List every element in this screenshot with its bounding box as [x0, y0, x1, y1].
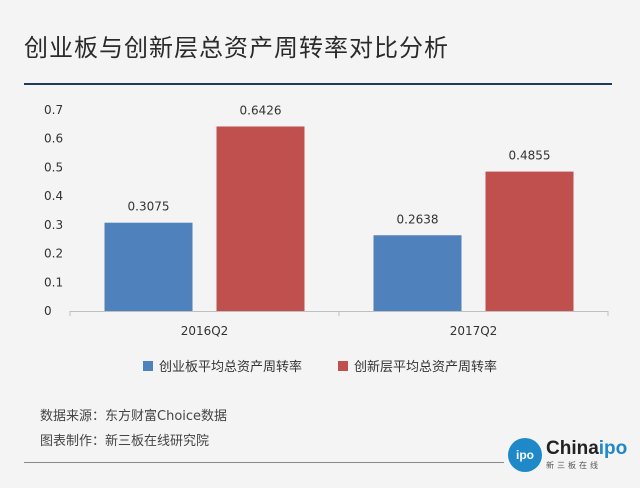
x-category-label: 2017Q2 [450, 324, 498, 338]
y-tick-label: 0.1 [44, 275, 63, 289]
producer-note: 图表制作：新三板在线研究院 [40, 434, 210, 449]
chinaipo-logo: ipo Chinaipo 新三板在线 [508, 436, 628, 476]
data-label: 0.2638 [397, 212, 439, 226]
data-source-note: 数据来源：东方财富Choice数据 [40, 409, 228, 424]
bar [373, 235, 462, 311]
bar [216, 126, 305, 312]
logo-name: Chinaipo [546, 438, 627, 460]
logo-name-suffix: ipo [598, 438, 628, 459]
legend-item-innovation: 创新层平均总资产周转率 [338, 356, 497, 375]
bar [485, 171, 574, 311]
y-tick-label: 0.6 [44, 132, 63, 146]
legend-swatch-innovation [338, 360, 348, 371]
legend-item-chinext: 创业板平均总资产周转率 [142, 356, 302, 375]
legend-swatch-chinext [142, 360, 153, 371]
title-divider [24, 83, 612, 85]
legend-label-chinext: 创业板平均总资产周转率 [158, 360, 302, 375]
data-label: 0.4855 [509, 149, 551, 163]
bar-chart: 0 0.1 0.2 0.3 0.4 0.5 0.6 0.7 0.3075 0.6426 2016Q2… [44, 103, 609, 338]
y-tick-label: 0.4 [44, 189, 63, 203]
y-tick-label: 0.3 [44, 218, 63, 232]
logo-mark: ipo [508, 438, 542, 472]
legend-label-innovation: 创新层平均总资产周转率 [354, 360, 498, 375]
y-tick-label: 0.2 [44, 247, 63, 261]
data-label: 0.6426 [240, 103, 282, 117]
y-tick-label: 0.5 [44, 160, 63, 174]
y-tick-label: 0 [44, 304, 52, 318]
chart-title: 创业板与创新层总资产周转率对比分析 [24, 34, 449, 62]
y-tick-label: 0.7 [44, 103, 63, 117]
legend: 创业板平均总资产周转率 创新层平均总资产周转率 [0, 356, 640, 375]
bar [104, 222, 193, 311]
logo-subtitle: 新三板在线 [546, 461, 601, 470]
logo-name-prefix: China [546, 438, 599, 459]
footer-divider [24, 462, 504, 463]
data-label: 0.3075 [128, 200, 170, 214]
x-category-label: 2016Q2 [181, 324, 229, 338]
